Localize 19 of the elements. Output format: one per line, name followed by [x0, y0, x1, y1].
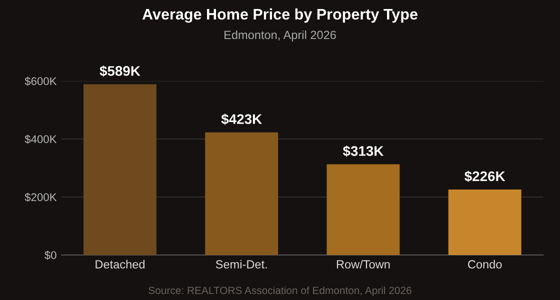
x-tick-label: Condo [468, 260, 502, 269]
y-tick-label: $600K [24, 76, 57, 86]
data-label: $423K [221, 114, 262, 125]
bar [83, 84, 156, 255]
bar [448, 189, 522, 255]
data-label: $589K [100, 65, 140, 77]
x-tick-label: Row/Town [336, 260, 390, 269]
x-tick-label: Detached [96, 260, 144, 269]
y-tick-label: $400K [24, 134, 57, 144]
bar [205, 132, 278, 255]
source-note: Source: REALTORS Association of Edmonton, April 2026 [148, 286, 412, 296]
bar [326, 164, 400, 255]
data-label: $226K [464, 170, 506, 182]
data-label: $313K [342, 145, 384, 157]
y-tick-label: $0 [44, 250, 56, 260]
chart-subtitle: Edmonton, April 2026 [224, 30, 336, 42]
x-tick-label: Semi-Det. [216, 260, 267, 269]
y-tick-label: $200K [24, 192, 57, 202]
chart-title: Average Home Price by Property Type [142, 8, 418, 23]
